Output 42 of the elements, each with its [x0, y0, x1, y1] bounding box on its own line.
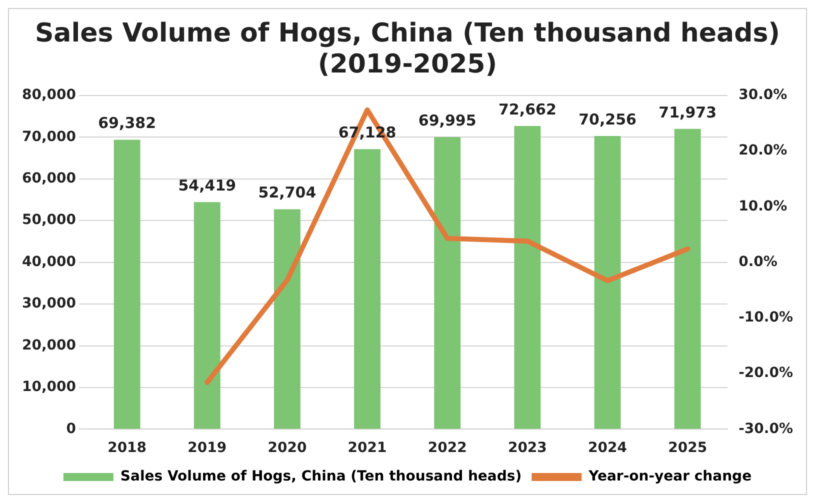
y2-tick-label: -30.0% [738, 420, 794, 437]
x-tick-label: 2023 [508, 440, 547, 456]
x-tick-label: 2024 [588, 440, 628, 456]
y2-tick-label: -20.0% [738, 365, 794, 382]
data-label: 69,382 [98, 114, 156, 132]
y2-tick-label: -10.0% [738, 310, 794, 326]
chart-title: Sales Volume of Hogs, China (Ten thousand heads) (2019-2025) [34, 18, 780, 80]
y-tick-label: 80,000 [22, 87, 76, 104]
data-label: 54,419 [178, 176, 236, 195]
data-label: 71,973 [658, 103, 717, 122]
bar [434, 137, 461, 429]
y-tick-label: 70,000 [22, 128, 76, 145]
bar [354, 149, 380, 429]
y2-tick-label: 0.0% [738, 254, 778, 270]
bar [674, 128, 701, 429]
y2-tick-label: 10.0% [738, 198, 788, 214]
y2-tick-label: 20.0% [738, 142, 788, 159]
data-label: 70,256 [578, 110, 636, 128]
y-tick-label: 50,000 [22, 212, 76, 228]
bar [194, 202, 220, 429]
x-tick-label: 2021 [348, 440, 387, 456]
bar [114, 140, 140, 429]
bar [274, 209, 300, 429]
y-tick-label: 0 [66, 420, 76, 437]
data-label: 52,704 [258, 184, 316, 202]
x-tick-label: 2022 [428, 440, 467, 456]
data-label: 69,995 [418, 112, 476, 130]
y-tick-label: 20,000 [22, 337, 76, 354]
x-tick-label: 2018 [108, 440, 147, 456]
legend-label: Year-on-year change [588, 468, 752, 485]
y-tick-label: 30,000 [22, 296, 76, 312]
bar [594, 136, 621, 429]
y2-tick-label: 30.0% [738, 87, 788, 104]
legend-label: Sales Volume of Hogs, China (Ten thousand heads) [120, 468, 522, 485]
y-tick-label: 10,000 [22, 379, 76, 396]
x-tick-label: 2019 [188, 440, 227, 456]
x-tick-label: 2020 [268, 440, 307, 456]
data-label: 72,662 [498, 100, 556, 118]
y-tick-label: 60,000 [22, 170, 76, 186]
bar [514, 126, 541, 429]
y-tick-label: 40,000 [22, 254, 76, 270]
x-tick-label: 2025 [668, 440, 708, 456]
